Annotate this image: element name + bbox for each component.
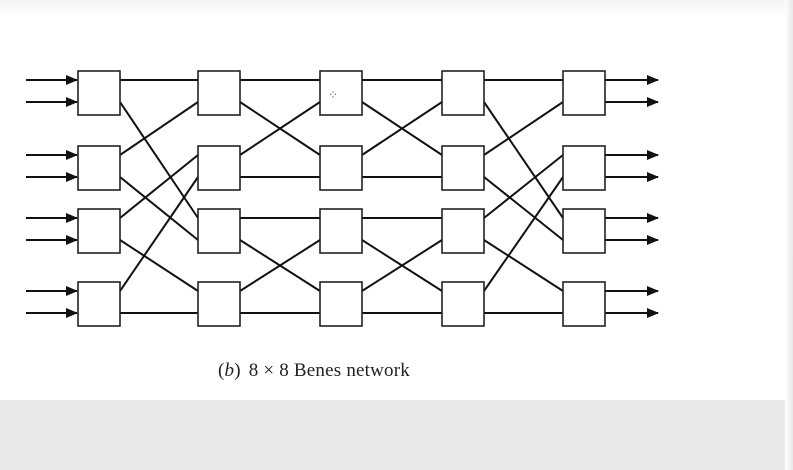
link-stage-4-7 (483, 176, 564, 292)
switch-box-s1-r2 (77, 145, 121, 191)
right-edge-shade (785, 0, 793, 470)
switch-box-s1-r3 (77, 208, 121, 254)
switch-marker-glyph: ⁘ (328, 88, 338, 102)
link-stage-1-3 (119, 101, 199, 156)
top-edge-strip (0, 0, 793, 18)
switch-box-s2-r3 (197, 208, 241, 254)
io-arrows (26, 75, 659, 318)
link-stage-3-7 (361, 239, 443, 292)
caption-label: b (224, 360, 235, 381)
switch-box-s3-r1 (319, 70, 363, 116)
switch-box-s1-r1 (77, 70, 121, 116)
switch-box-s3-r2 (319, 145, 363, 191)
link-stage-4-5 (483, 154, 564, 219)
switch-box-s5-r2 (562, 145, 606, 191)
switch-box-s4-r2 (441, 145, 485, 191)
link-stage-1-6 (119, 239, 199, 292)
bottom-gray-band (0, 400, 793, 470)
switch-box-s4-r4 (441, 281, 485, 327)
switch-box-s3-r3 (319, 208, 363, 254)
link-stage-3-3 (361, 101, 443, 156)
diagram-caption: (b) 8 × 8 Benes network (218, 360, 410, 381)
switch-box-s5-r1 (562, 70, 606, 116)
link-stage-1-4 (119, 176, 199, 241)
switch-box-s2-r4 (197, 281, 241, 327)
caption-text: 8 × 8 Benes network (248, 360, 410, 381)
interconnection-links (119, 79, 564, 314)
link-stage-4-3 (483, 101, 564, 156)
link-stage-2-3 (239, 101, 321, 156)
link-stage-1-5 (119, 154, 199, 219)
link-stage-1-2 (119, 101, 199, 219)
switch-box-s2-r1 (197, 70, 241, 116)
switch-box-s2-r2 (197, 145, 241, 191)
link-stage-4-6 (483, 239, 564, 292)
switch-box-s4-r3 (441, 208, 485, 254)
switch-box-s1-r4 (77, 281, 121, 327)
switch-box-s5-r4 (562, 281, 606, 327)
switch-box-s5-r3 (562, 208, 606, 254)
switch-box-s3-r4 (319, 281, 363, 327)
switch-box-s4-r1 (441, 70, 485, 116)
switch-boxes (77, 70, 606, 327)
link-stage-4-4 (483, 176, 564, 241)
link-stage-2-7 (239, 239, 321, 292)
link-stage-4-2 (483, 101, 564, 219)
link-stage-1-7 (119, 176, 199, 292)
